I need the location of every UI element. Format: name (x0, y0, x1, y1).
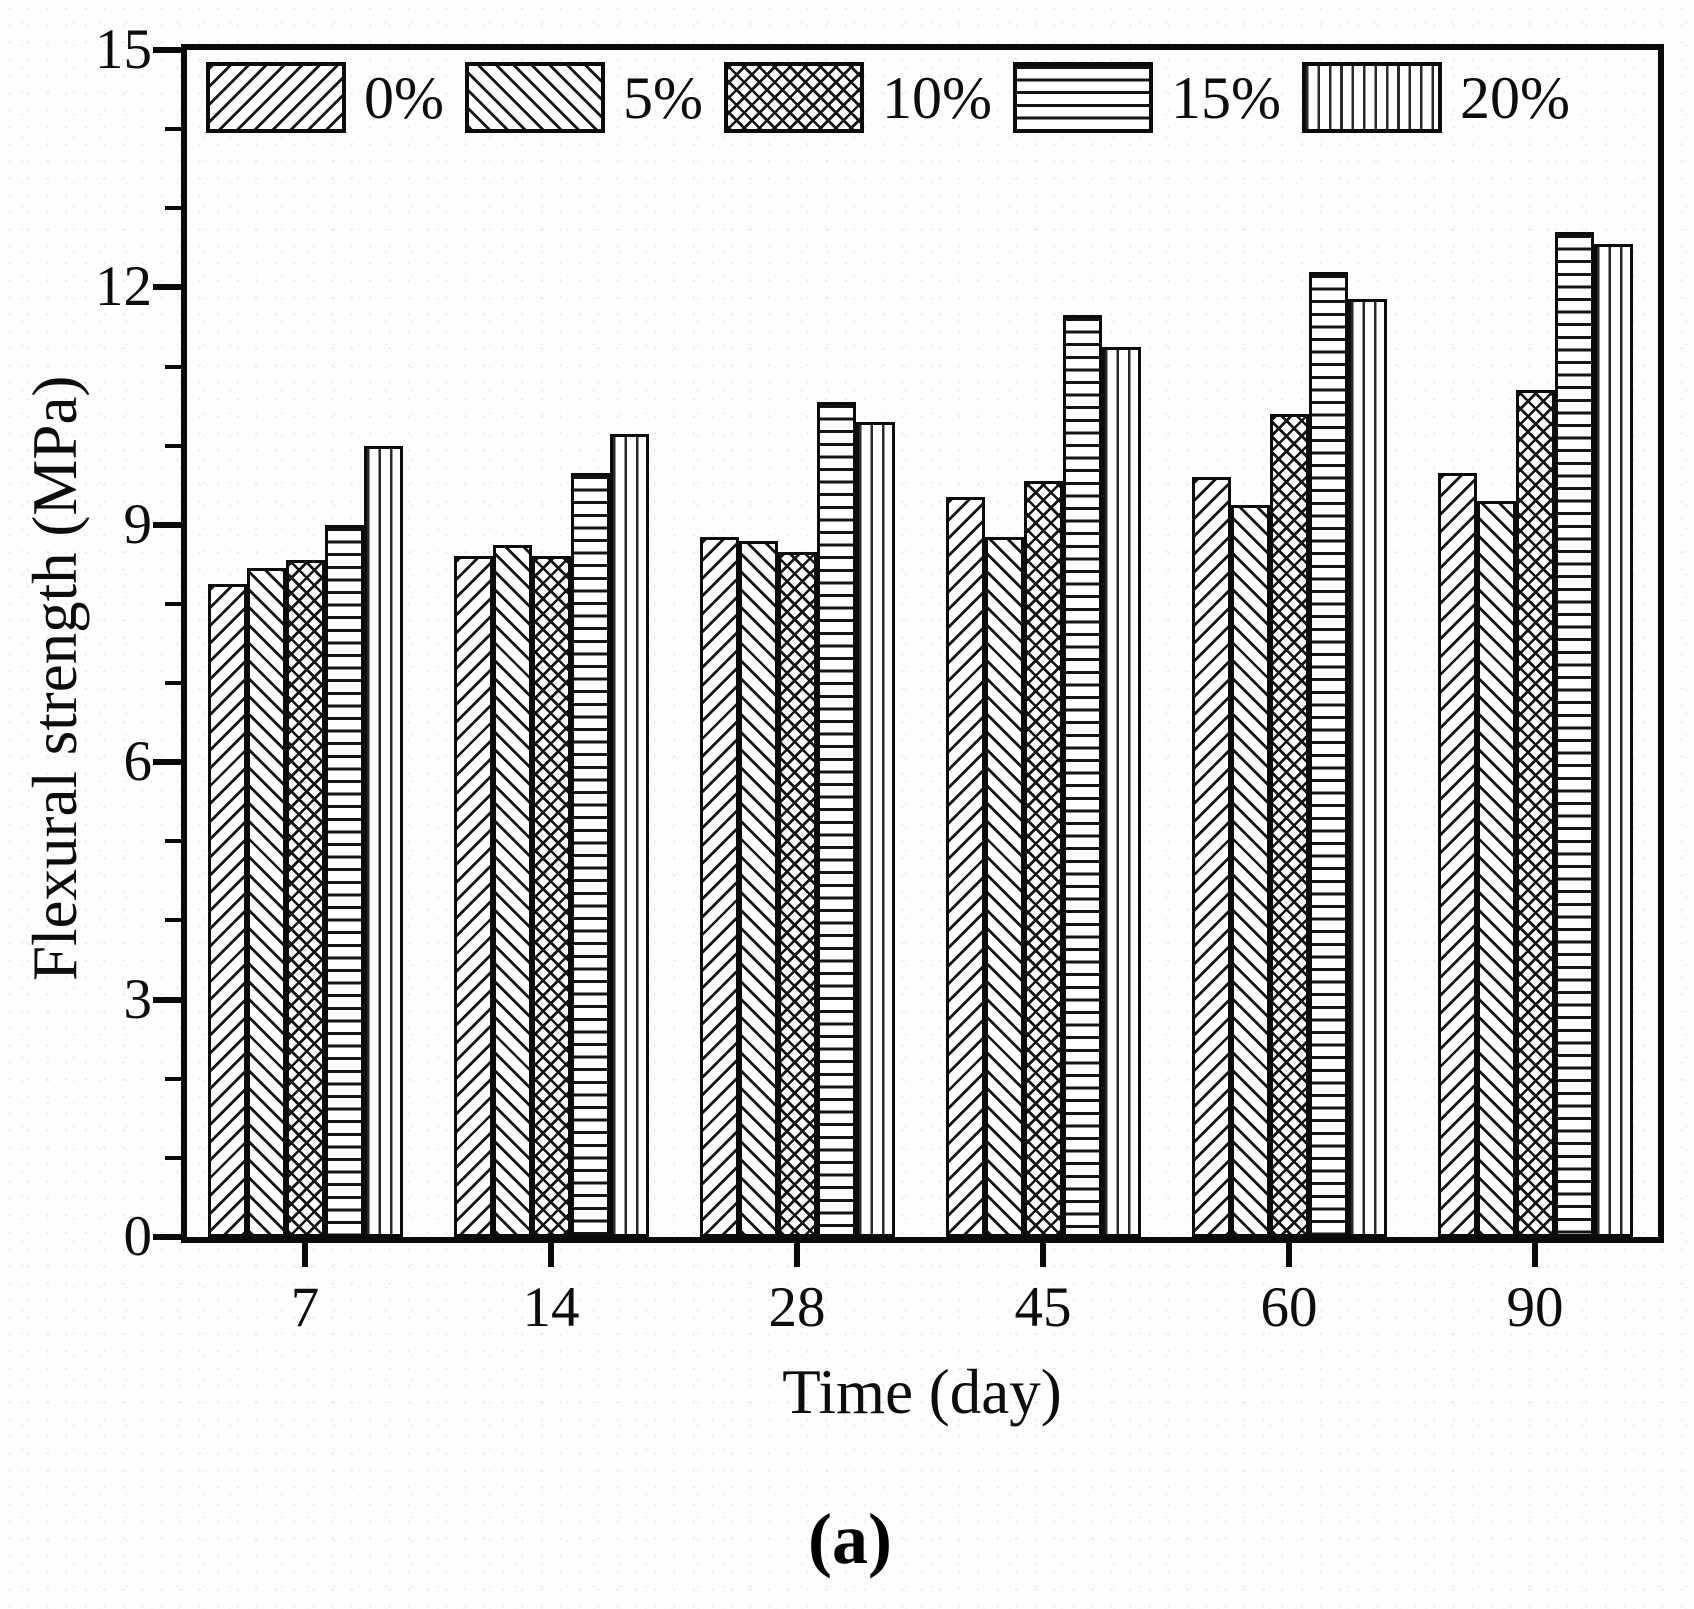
y-minor-tick-11 (165, 364, 181, 369)
x-major-tick-14 (548, 1243, 554, 1267)
bar-5pct-60day (1230, 505, 1270, 1237)
bar-15pct-7day (324, 525, 364, 1237)
x-tick-label-90: 90 (1506, 1276, 1564, 1339)
y-major-tick-9 (153, 521, 181, 528)
y-minor-tick-1 (165, 1155, 181, 1160)
bar-15pct-90day (1554, 232, 1594, 1237)
legend-item-5pct: 5% (464, 62, 703, 133)
legend: 0% 5% 10% 15% 20% (206, 62, 1570, 133)
bar-10pct-28day (777, 552, 817, 1237)
bar-0pct-14day (453, 556, 493, 1237)
bar-5pct-7day (246, 568, 286, 1237)
legend-item-0pct: 0% (206, 62, 444, 133)
legend-label-0pct: 0% (364, 64, 444, 131)
legend-swatch-crosshatch-icon (723, 62, 864, 133)
x-tick-label-7: 7 (290, 1276, 320, 1339)
x-major-tick-60 (1286, 1243, 1292, 1267)
legend-item-20pct: 20% (1301, 62, 1570, 133)
y-minor-tick-10 (165, 443, 181, 448)
x-major-tick-45 (1040, 1243, 1046, 1267)
bar-20pct-28day (855, 422, 895, 1237)
bar-20pct-60day (1347, 299, 1387, 1237)
bar-15pct-14day (570, 473, 610, 1237)
y-tick-label-12: 12 (95, 255, 152, 319)
y-major-tick-15 (153, 47, 181, 53)
bar-10pct-60day (1269, 414, 1309, 1237)
legend-label-10pct: 10% (881, 64, 992, 131)
y-tick-label-15: 15 (95, 18, 152, 81)
bar-5pct-45day (984, 537, 1024, 1237)
x-tick-label-45: 45 (1014, 1276, 1072, 1339)
y-minor-tick-7 (165, 681, 181, 686)
x-major-tick-90 (1532, 1243, 1538, 1267)
x-axis-title: Time (day) (782, 1357, 1062, 1427)
y-minor-tick-14 (165, 127, 181, 132)
legend-item-10pct: 10% (723, 62, 992, 133)
legend-swatch-diagonal-forward-icon (206, 62, 346, 133)
bar-20pct-90day (1593, 244, 1633, 1237)
legend-label-15pct: 15% (1170, 64, 1281, 131)
x-tick-label-14: 14 (522, 1276, 580, 1339)
bar-0pct-28day (699, 537, 739, 1237)
bar-10pct-7day (285, 560, 325, 1237)
y-minor-tick-2 (165, 1076, 181, 1081)
bar-0pct-90day (1437, 473, 1477, 1237)
y-major-tick-6 (153, 759, 181, 766)
x-tick-label-28: 28 (768, 1276, 826, 1339)
legend-swatch-diagonal-backward-icon (464, 62, 605, 133)
y-major-tick-0 (153, 1234, 181, 1240)
legend-label-20pct: 20% (1459, 64, 1570, 131)
bar-10pct-14day (531, 556, 571, 1237)
bar-0pct-7day (207, 584, 247, 1237)
legend-label-5pct: 5% (622, 64, 703, 131)
bar-5pct-90day (1476, 501, 1516, 1237)
bar-15pct-28day (816, 402, 856, 1237)
y-minor-tick-4 (165, 918, 181, 923)
legend-swatch-vertical-lines-icon (1301, 62, 1442, 133)
bar-0pct-45day (945, 497, 985, 1237)
bar-5pct-28day (738, 541, 778, 1237)
x-tick-label-60: 60 (1260, 1276, 1318, 1339)
bar-0pct-60day (1191, 477, 1231, 1237)
y-major-tick-3 (153, 996, 181, 1003)
y-tick-label-0: 0 (123, 1205, 153, 1268)
x-major-tick-7 (302, 1243, 308, 1267)
x-major-tick-28 (794, 1243, 800, 1267)
plot-area (181, 44, 1664, 1243)
legend-item-15pct: 15% (1012, 62, 1281, 133)
y-minor-tick-5 (165, 839, 181, 844)
bar-20pct-14day (609, 434, 649, 1237)
panel-label: (a) (808, 1499, 892, 1579)
y-tick-label-6: 6 (123, 730, 153, 794)
y-major-tick-12 (153, 284, 181, 291)
bar-15pct-45day (1062, 315, 1102, 1237)
legend-swatch-horizontal-lines-icon (1012, 62, 1153, 133)
y-tick-label-9: 9 (123, 492, 153, 556)
bar-20pct-45day (1101, 347, 1141, 1237)
bar-15pct-60day (1308, 272, 1348, 1237)
y-axis-title: Flexural strength (MPa) (20, 375, 90, 981)
y-minor-tick-13 (165, 206, 181, 211)
bar-5pct-14day (492, 545, 532, 1237)
y-tick-label-3: 3 (123, 967, 153, 1031)
bar-20pct-7day (363, 446, 403, 1237)
y-minor-tick-8 (165, 601, 181, 606)
bar-10pct-90day (1515, 390, 1555, 1237)
bar-10pct-45day (1023, 481, 1063, 1237)
